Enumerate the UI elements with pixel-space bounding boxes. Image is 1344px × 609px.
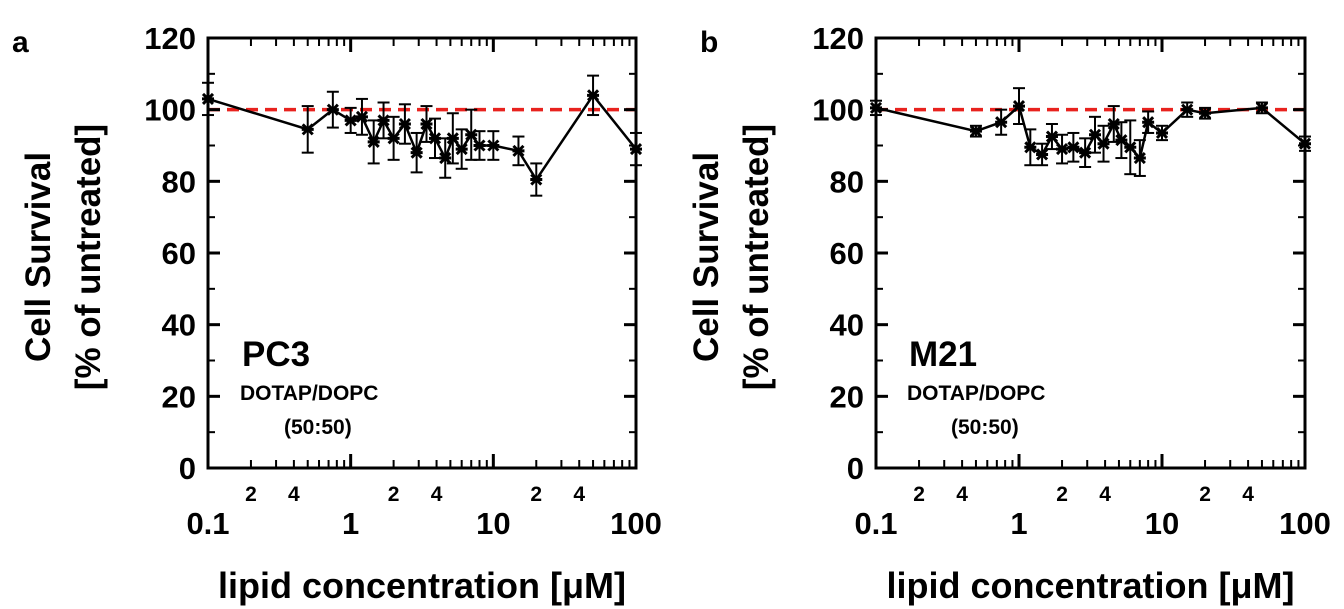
data-point-star (1298, 137, 1312, 150)
y-tick-label: 20 (830, 379, 864, 414)
x-tick-label: 0.1 (186, 506, 229, 541)
series-line (207, 94, 637, 181)
data-point-star (1142, 116, 1155, 129)
y-axis-title-line2: [% of untreated] (737, 124, 776, 390)
annotation-lipid: DOTAP/DOPC (240, 382, 378, 405)
data-point-star (1012, 100, 1026, 113)
x-minor-tick-label: 4 (573, 483, 585, 506)
x-minor-tick-label: 2 (388, 483, 400, 506)
y-tick-label: 0 (179, 451, 196, 486)
y-tick-label: 60 (162, 236, 196, 271)
data-point-star (367, 135, 380, 148)
data-point-star (512, 144, 525, 157)
data-point-star (629, 143, 643, 156)
x-tick-label: 100 (1279, 506, 1331, 541)
y-axis-title-line1: Cell Survival (19, 152, 58, 362)
x-tick-label: 100 (610, 506, 662, 541)
annotation-cell-line: PC3 (242, 335, 310, 374)
y-tick-label: 60 (830, 236, 864, 271)
data-point-star (377, 114, 390, 127)
data-point-star (1036, 148, 1049, 161)
annotation-lipid: DOTAP/DOPC (907, 382, 1045, 405)
y-tick-label: 100 (812, 93, 864, 128)
y-axis-title-line2: [% of untreated] (69, 124, 108, 390)
y-axis-title-line1: Cell Survival (687, 152, 726, 362)
x-minor-tick-label: 2 (1056, 483, 1068, 506)
x-minor-tick-label: 2 (530, 483, 542, 506)
data-point-star (410, 146, 423, 159)
y-tick-label: 80 (830, 164, 864, 199)
data-point-star (387, 132, 400, 145)
y-tick-label: 0 (847, 451, 864, 486)
x-tick-label: 1 (1010, 506, 1027, 541)
y-tick-label: 80 (162, 164, 196, 199)
x-axis-title: lipid concentration [μM] (218, 565, 626, 606)
data-point-star (1181, 103, 1194, 116)
data-point-star (446, 132, 459, 145)
y-tick-label: 100 (144, 93, 196, 128)
x-minor-tick-label: 4 (1099, 483, 1111, 506)
x-tick-label: 10 (1145, 506, 1179, 541)
x-tick-label: 1 (342, 506, 359, 541)
data-point-star (487, 139, 500, 152)
data-point-star (355, 110, 369, 123)
x-minor-tick-label: 2 (913, 483, 925, 506)
y-tick-label: 120 (812, 21, 864, 56)
data-point-star (301, 123, 314, 136)
x-minor-tick-label: 2 (1199, 483, 1211, 506)
panel-a-cell-survival-pc3: a 0 20 40 60 80 100 120 0.1 1 10 100 2 4 2 4 2 4 Cell Surv… (12, 21, 662, 606)
y-tick-label: 120 (144, 21, 196, 56)
data-point-star (969, 125, 983, 138)
data-point-star (1198, 107, 1212, 120)
panel-label: a (12, 26, 29, 59)
data-point-star (344, 114, 357, 127)
x-minor-tick-label: 4 (431, 483, 443, 506)
data-point-star (1045, 130, 1059, 143)
data-point-star (1097, 137, 1110, 150)
data-point-star (1067, 141, 1080, 154)
x-minor-tick-label: 2 (245, 483, 257, 506)
x-minor-tick-label: 4 (1242, 483, 1254, 506)
data-point-star (455, 143, 468, 156)
x-minor-tick-label: 4 (956, 483, 968, 506)
y-tick-label: 40 (830, 308, 864, 343)
data-point-star (995, 116, 1008, 129)
panel-label: b (700, 26, 718, 59)
x-minor-tick-label: 4 (288, 483, 300, 506)
x-tick-label: 10 (476, 506, 510, 541)
data-point-star (1155, 126, 1169, 140)
annotation-ratio: (50:50) (951, 416, 1019, 439)
data-point-star (869, 101, 883, 114)
x-tick-label: 0.1 (854, 506, 897, 541)
data-point-star (439, 151, 452, 165)
data-point-star (1107, 117, 1120, 131)
data-point-star (1255, 101, 1269, 114)
data-point-star (1088, 128, 1102, 141)
data-point-star (586, 89, 600, 102)
data-point-star (420, 117, 433, 131)
data-point-star (1133, 151, 1146, 165)
data-point-star (326, 103, 339, 116)
annotation-ratio: (50:50) (284, 416, 352, 439)
panel-b-cell-survival-m21: b 0 20 40 60 80 100 120 0.1 1 10 100 2 4 2 4 2 4 Cell Surv… (687, 21, 1331, 606)
data-point-star (1024, 141, 1037, 154)
data-point-star (428, 132, 442, 145)
data-point-star (201, 92, 215, 105)
data-point-star (1055, 143, 1069, 156)
y-tick-label: 40 (162, 308, 196, 343)
data-point-star (398, 117, 411, 131)
annotation-cell-line: M21 (909, 335, 977, 374)
data-point-star (530, 173, 543, 186)
data-point-star (473, 139, 486, 152)
x-axis-title: lipid concentration [μM] (886, 565, 1294, 606)
y-tick-label: 20 (162, 379, 196, 414)
data-point-star (1124, 141, 1137, 154)
